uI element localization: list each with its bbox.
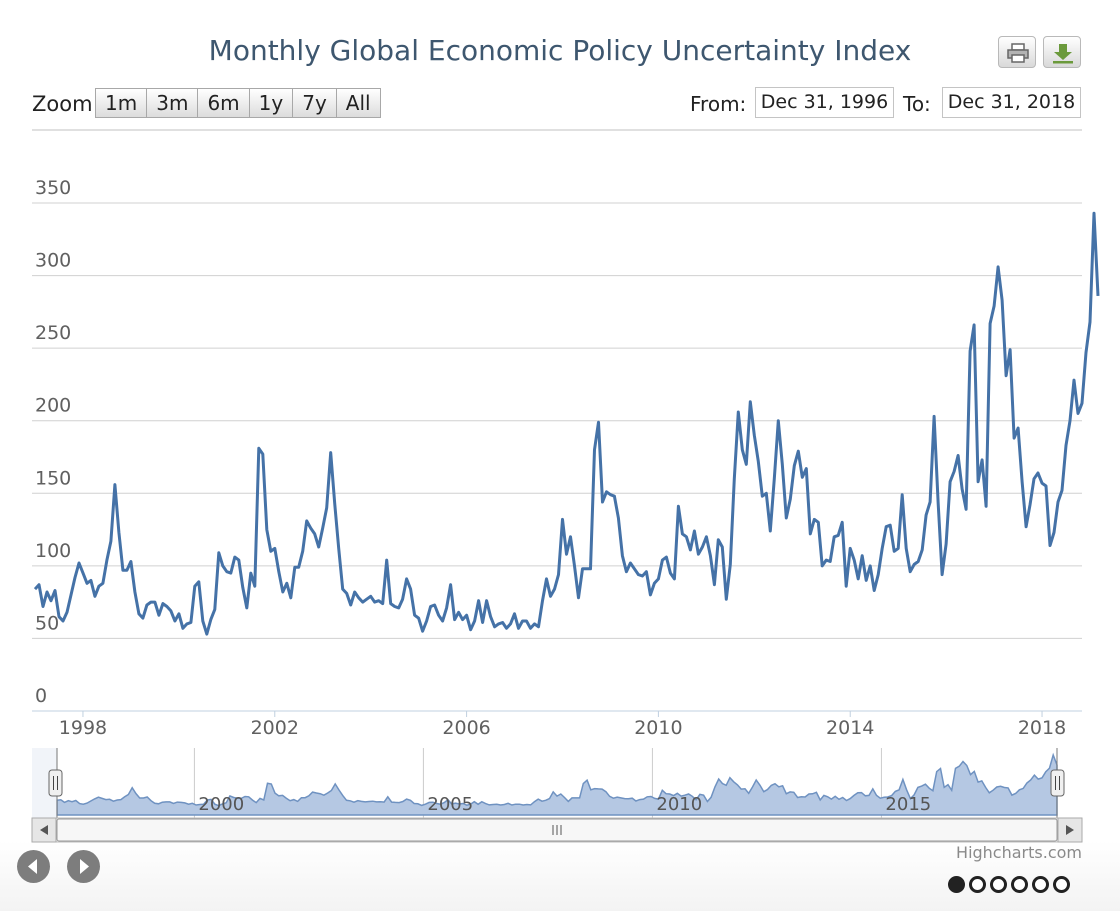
chevron-left-icon <box>28 859 37 874</box>
y-tick-label: 150 <box>35 467 71 489</box>
from-date-input[interactable]: Dec 31, 1996 <box>755 87 894 118</box>
previous-slide-button[interactable] <box>17 850 50 883</box>
zoom-3m-button[interactable]: 3m <box>146 88 199 118</box>
chevron-right-icon <box>80 859 89 874</box>
y-tick-label: 100 <box>35 540 71 562</box>
to-label: To: <box>903 92 931 116</box>
scrollbar <box>31 817 1083 843</box>
grid-lines <box>32 202 1082 712</box>
next-slide-button[interactable] <box>67 850 100 883</box>
navigator-right-handle[interactable] <box>1050 769 1065 797</box>
x-tick-label: 2010 <box>634 717 682 739</box>
zoom-all-button[interactable]: All <box>335 88 381 118</box>
y-axis-labels: 0 50 100 150 200 250 300 350 <box>35 177 71 707</box>
download-button[interactable] <box>1043 36 1081 68</box>
zoom-7y-button[interactable]: 7y <box>292 88 337 118</box>
navigator-area <box>56 752 1058 816</box>
scrollbar-left-button[interactable] <box>31 817 57 843</box>
pagination-dot[interactable] <box>1032 876 1049 893</box>
y-tick-label: 200 <box>35 395 71 417</box>
navigator-labels: 2000 2005 2010 2015 <box>198 794 931 815</box>
y-tick-label: 50 <box>35 612 59 634</box>
arrow-right-icon <box>1066 825 1074 835</box>
zoom-1m-button[interactable]: 1m <box>95 88 148 118</box>
footer-background <box>0 841 1120 911</box>
pagination-dot[interactable] <box>1011 876 1028 893</box>
x-tick-label: 2018 <box>1018 717 1066 739</box>
x-axis-labels: 1998 2002 2006 2010 2014 2018 <box>59 711 1066 739</box>
y-tick-label: 250 <box>35 322 71 344</box>
zoom-1y-button[interactable]: 1y <box>248 88 294 118</box>
scrollbar-grip-icon <box>552 825 562 835</box>
printer-icon <box>1007 43 1029 63</box>
series-line <box>33 211 1100 636</box>
zoom-button-group: 1m 3m 6m 1y 7y All <box>95 88 381 118</box>
navigator-tick-label: 2010 <box>656 794 702 815</box>
x-tick-label: 1998 <box>59 717 107 739</box>
pagination-dot[interactable] <box>990 876 1007 893</box>
from-label: From: <box>690 92 747 116</box>
navigator-left-handle[interactable] <box>48 769 63 797</box>
pagination-dot[interactable] <box>1053 876 1070 893</box>
y-tick-label: 300 <box>35 250 71 272</box>
zoom-label: Zoom <box>32 92 93 116</box>
navigator-tick-label: 2005 <box>427 794 473 815</box>
navigator: 2000 2005 2010 2015 <box>32 748 1082 818</box>
to-date-input[interactable]: Dec 31, 2018 <box>942 87 1081 118</box>
pagination-dot[interactable] <box>969 876 986 893</box>
navigator-tick-label: 2015 <box>885 794 931 815</box>
x-tick-label: 2002 <box>251 717 299 739</box>
y-tick-label: 0 <box>35 685 47 707</box>
series-points <box>34 213 1099 635</box>
navigator-tick-label: 2000 <box>198 794 244 815</box>
x-tick-label: 2014 <box>826 717 874 739</box>
chart-title: Monthly Global Economic Policy Uncertain… <box>208 34 912 67</box>
print-button[interactable] <box>998 36 1036 68</box>
arrow-left-icon <box>40 825 48 835</box>
x-tick-label: 2006 <box>442 717 490 739</box>
pagination-dots <box>948 876 1074 893</box>
pagination-dot[interactable] <box>948 876 965 893</box>
y-tick-label: 350 <box>35 177 71 199</box>
scrollbar-right-button[interactable] <box>1057 817 1083 843</box>
zoom-6m-button[interactable]: 6m <box>197 88 250 118</box>
credits-link[interactable]: Highcharts.com <box>956 843 1082 862</box>
download-icon <box>1053 44 1073 64</box>
